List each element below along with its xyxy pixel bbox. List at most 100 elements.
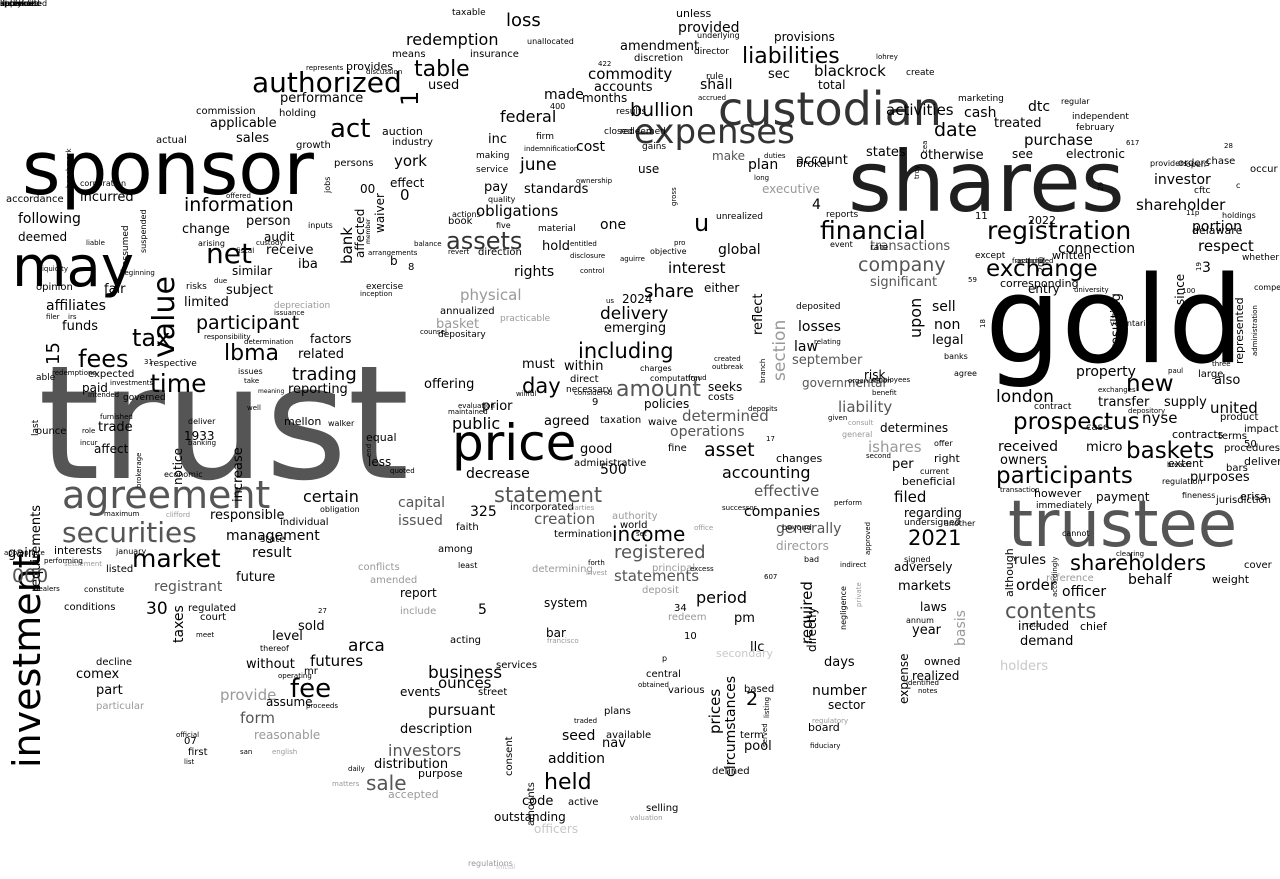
word-one: one bbox=[600, 217, 627, 233]
word-january: january bbox=[116, 547, 147, 556]
word-equal: equal bbox=[366, 431, 397, 444]
word-well: well bbox=[247, 404, 261, 412]
word-discussion: discussion bbox=[366, 68, 403, 76]
word-ounces: ounces bbox=[438, 674, 492, 692]
word-market: market bbox=[132, 544, 221, 573]
word-bars: bars bbox=[1226, 463, 1248, 474]
word-rights: rights bbox=[514, 264, 555, 280]
word-breach: breach bbox=[1167, 461, 1192, 469]
word-office: office bbox=[694, 524, 714, 532]
word-various: various bbox=[668, 685, 705, 696]
word-code: code bbox=[522, 794, 554, 809]
word-undivided: undivided bbox=[0, 0, 40, 8]
word-behalf: behalf bbox=[1128, 572, 1172, 588]
word-nav: nav bbox=[602, 736, 626, 751]
word-directly: directly bbox=[805, 606, 819, 652]
word-1933: 1933 bbox=[184, 429, 215, 443]
word-information: information bbox=[184, 194, 294, 216]
word-price: price bbox=[452, 414, 577, 472]
word-asset: asset bbox=[704, 439, 755, 461]
word-delivered: delivered bbox=[1244, 455, 1280, 468]
word-erisa: erisa bbox=[1240, 490, 1267, 503]
word-individual: individual bbox=[280, 517, 329, 528]
word-case: case bbox=[1086, 422, 1109, 433]
word-costs: costs bbox=[708, 392, 734, 403]
word-arising: arising bbox=[198, 239, 225, 248]
word-owned: owned bbox=[924, 655, 961, 668]
word-annualized: annualized bbox=[440, 306, 495, 317]
word-cover: cover bbox=[1244, 560, 1272, 571]
word-deliver: deliver bbox=[188, 417, 216, 426]
word-account: account bbox=[796, 153, 848, 168]
word-represents: represents bbox=[306, 64, 344, 72]
word-open: open bbox=[1186, 160, 1206, 169]
word-settlement: settlement bbox=[64, 560, 103, 568]
word-firm: firm bbox=[536, 132, 554, 142]
word-addition: addition bbox=[548, 751, 606, 767]
word-consult: consult bbox=[848, 419, 874, 427]
word-governmental: governmental bbox=[802, 376, 886, 390]
word-reference: reference bbox=[1046, 573, 1094, 584]
word-closed: closed bbox=[604, 127, 633, 137]
word-operations: operations bbox=[670, 424, 745, 440]
word-pool: pool bbox=[744, 739, 772, 754]
word-shall: shall bbox=[700, 77, 733, 93]
word-distribution: distribution bbox=[374, 757, 449, 772]
word-seeks: seeks bbox=[708, 380, 743, 394]
word-otc: otc bbox=[0, 0, 13, 8]
word-607: 607 bbox=[764, 573, 778, 581]
word-insurance: insurance bbox=[470, 49, 519, 60]
word-acting: acting bbox=[450, 635, 482, 646]
word-participants: participants bbox=[996, 463, 1133, 489]
word-practicable: practicable bbox=[500, 314, 551, 324]
word-objective: objective bbox=[650, 247, 687, 256]
word-least: least bbox=[458, 561, 478, 570]
word-principal: principal bbox=[652, 563, 696, 574]
word-employees: employees bbox=[872, 376, 911, 384]
word-sale: sale bbox=[366, 771, 407, 795]
word-available: available bbox=[606, 730, 652, 741]
word-creation: creation bbox=[534, 510, 596, 528]
word-determination: determination bbox=[244, 338, 294, 346]
word-except: except bbox=[975, 251, 1006, 261]
word-depository: depository bbox=[1128, 407, 1166, 415]
word-provisions: provisions bbox=[774, 30, 835, 44]
word-annum: annum bbox=[906, 616, 934, 625]
word-persons: persons bbox=[334, 158, 374, 169]
word-adversely: adversely bbox=[894, 560, 953, 574]
word-results: results bbox=[616, 107, 647, 117]
word-fair: fair bbox=[104, 282, 126, 297]
word-mr: mr bbox=[304, 666, 318, 677]
word-description: description bbox=[400, 722, 473, 737]
word-new: new bbox=[1126, 371, 1174, 397]
word-also: also bbox=[1214, 373, 1241, 388]
word-meaning: meaning bbox=[258, 388, 285, 395]
word-accrued: accrued bbox=[698, 94, 727, 102]
word-affiliates: affiliates bbox=[46, 298, 106, 314]
word-nyse: nyse bbox=[1142, 409, 1178, 427]
word-regular: regular bbox=[1061, 97, 1090, 106]
word-owners: owners bbox=[1000, 453, 1047, 468]
word-per: per bbox=[892, 457, 914, 472]
word-commission: commission bbox=[196, 106, 256, 117]
word-fineness: fineness bbox=[1182, 491, 1216, 500]
word-regulation: regulation bbox=[1162, 477, 1203, 486]
word-micro: micro bbox=[1086, 440, 1123, 455]
word-troy: troy bbox=[913, 164, 921, 179]
word-deemed: deemed bbox=[18, 230, 68, 244]
word-registration: registration bbox=[987, 216, 1132, 245]
word-taxes: taxes bbox=[171, 605, 187, 643]
word-relating: relating bbox=[814, 338, 841, 346]
word-apply: apply bbox=[0, 0, 23, 8]
word-5: 5 bbox=[478, 602, 487, 618]
word-hold: hold bbox=[542, 239, 571, 254]
word-delivery: delivery bbox=[600, 304, 669, 324]
word-certain: certain bbox=[303, 487, 359, 506]
word-change: change bbox=[182, 222, 230, 237]
word-basket: basket bbox=[436, 317, 480, 332]
word-realized: realized bbox=[912, 669, 960, 683]
word-15: 15 bbox=[43, 341, 64, 365]
word-dtc: dtc bbox=[1028, 99, 1051, 115]
word-corporation: corporation bbox=[80, 179, 127, 188]
word-officers: officers bbox=[534, 822, 579, 836]
